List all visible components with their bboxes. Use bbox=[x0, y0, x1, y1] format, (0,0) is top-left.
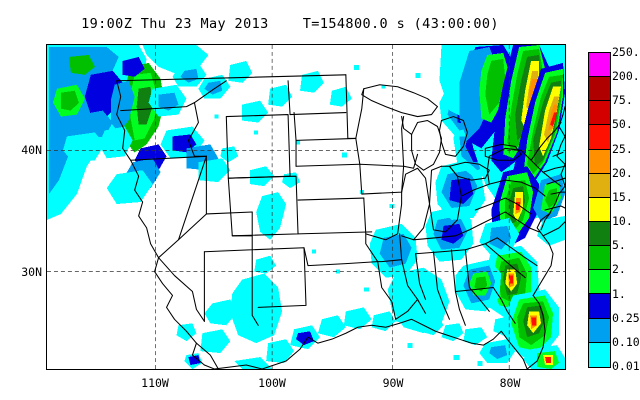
precip-scattered-specks bbox=[214, 64, 483, 367]
colorbar-band-15 bbox=[589, 197, 610, 222]
colorbar-tick-001: 0.01 bbox=[612, 359, 640, 373]
precip-pacific-northwest bbox=[47, 45, 209, 220]
colorbar-tick-025: 0.25 bbox=[612, 310, 640, 325]
x-tick-label-100w: 100W bbox=[258, 376, 286, 390]
colorbar-band-50 bbox=[589, 125, 610, 150]
colorbar-band-010 bbox=[589, 342, 610, 367]
colorbar bbox=[588, 52, 611, 368]
map-plot-area bbox=[46, 44, 566, 370]
colorbar-tick-20: 20. bbox=[612, 165, 633, 180]
x-tick-label-80w: 80W bbox=[499, 376, 521, 390]
colorbar-band-20 bbox=[589, 173, 610, 198]
precipitation-field bbox=[47, 45, 565, 369]
colorbar-band-025 bbox=[589, 318, 610, 343]
colorbar-band-25 bbox=[589, 149, 610, 174]
x-tick-label-110w: 110W bbox=[141, 376, 169, 390]
colorbar-tick-200: 200. bbox=[612, 69, 640, 84]
colorbar-tick-5: 5. bbox=[612, 238, 626, 253]
x-tick-label-90w: 90W bbox=[382, 376, 404, 390]
colorbar-tick-10: 10. bbox=[612, 214, 633, 229]
y-tick-label-40n: 40N bbox=[21, 143, 42, 157]
map-svg bbox=[47, 45, 565, 369]
colorbar-band-10 bbox=[589, 221, 610, 247]
precip-southwest bbox=[176, 255, 283, 354]
colorbar-tick-75: 75. bbox=[612, 93, 633, 108]
colorbar-tick-010: 0.10 bbox=[612, 334, 640, 349]
colorbar-tick-25: 25. bbox=[612, 141, 633, 156]
map-boundaries bbox=[116, 74, 565, 369]
colorbar-band-1 bbox=[589, 294, 610, 319]
colorbar-band-200 bbox=[589, 77, 610, 102]
figure-title: 19:00Z Thu 23 May 2013 T=154800.0 s (43:… bbox=[81, 16, 499, 32]
colorbar-tick-2: 2. bbox=[612, 262, 626, 277]
colorbar-tick-50: 50. bbox=[612, 117, 633, 132]
colorbar-band-5 bbox=[589, 246, 610, 271]
precip-northeast-bands bbox=[439, 45, 565, 256]
colorbar-band-75 bbox=[589, 101, 610, 126]
graticule bbox=[47, 45, 565, 369]
y-tick-label-30n: 30N bbox=[21, 265, 42, 279]
precip-southeast bbox=[455, 245, 565, 369]
colorbar-tick-250: 250. bbox=[612, 45, 640, 59]
colorbar-tick-labels: 250. 200. 75. 50. 25. 20. 15. 10. 5. 2. 1. 0.25 0.10… bbox=[612, 42, 640, 382]
colorbar-band-2 bbox=[589, 270, 610, 295]
precip-cascades bbox=[98, 56, 187, 205]
colorbar-band-250 bbox=[589, 53, 610, 78]
colorbar-tick-15: 15. bbox=[612, 189, 633, 204]
colorbar-tick-1: 1. bbox=[612, 286, 626, 301]
